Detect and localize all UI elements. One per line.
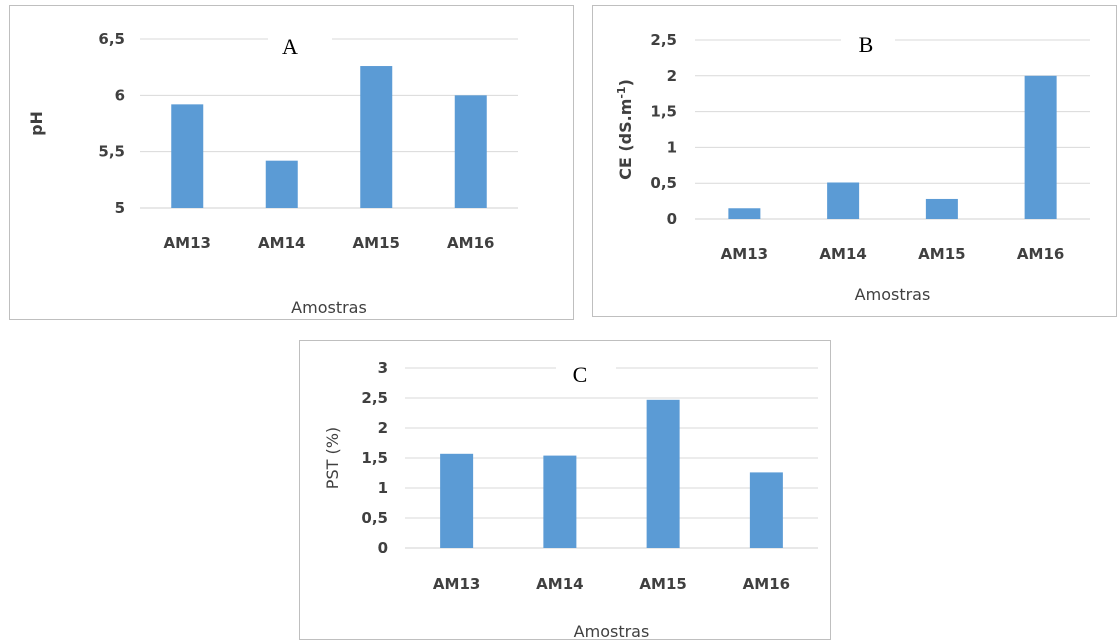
- bar-am13: [171, 104, 204, 208]
- panel-letter: C: [573, 362, 588, 387]
- y-tick-label: 5,5: [98, 143, 125, 161]
- y-tick-label: 6: [115, 86, 125, 104]
- y-tick-label: 3: [378, 359, 388, 377]
- bar-am16: [1024, 75, 1057, 219]
- chart-panel-b: 0 0,5 1 1,5 2 2,5 AM13 AM14 AM15 AM16 Amostras CE (…: [592, 5, 1117, 317]
- y-tick-label: 5: [115, 199, 125, 217]
- bar-am13: [440, 453, 474, 548]
- x-axis-title: Amostras: [291, 298, 367, 317]
- x-tick-label: AM15: [353, 234, 400, 252]
- y-tick-label: 2: [378, 419, 388, 437]
- chart-a-svg: 5 5,5 6 6,5 AM13 AM14 AM15 AM16 Amostras pH A: [27, 30, 518, 317]
- y-tick-label: 1: [667, 138, 677, 156]
- chart-panel-a: 5 5,5 6 6,5 AM13 AM14 AM15 AM16 Amostras pH A: [9, 5, 574, 320]
- y-tick-label: 0,5: [361, 509, 388, 527]
- x-tick-label: AM15: [918, 245, 965, 263]
- x-tick-label: AM14: [258, 234, 305, 252]
- x-tick-label: AM15: [639, 575, 686, 593]
- panel-letter: A: [282, 34, 298, 59]
- y-tick-label: 0: [667, 210, 677, 228]
- x-tick-label: AM16: [743, 575, 790, 593]
- x-tick-label: AM16: [1017, 245, 1064, 263]
- y-axis-title-superscript: -1: [615, 86, 628, 98]
- chart-panel-c: 0 0,5 1 1,5 2 2,5 3 AM13 AM14 AM15 AM16 Amostras PST…: [299, 340, 831, 641]
- bar-am16: [454, 95, 487, 208]
- x-tick-label: AM14: [536, 575, 583, 593]
- y-tick-label: 2,5: [650, 31, 677, 49]
- y-axis-title: CE (dS.m-1): [615, 79, 636, 180]
- y-axis-title: PST (%): [323, 427, 342, 489]
- bar-am16: [749, 472, 783, 548]
- y-tick-label: 2,5: [361, 389, 388, 407]
- x-axis-title: Amostras: [855, 285, 931, 304]
- x-tick-label: AM13: [433, 575, 480, 593]
- x-axis-title: Amostras: [574, 622, 650, 641]
- chart-c-svg: 0 0,5 1 1,5 2 2,5 3 AM13 AM14 AM15 AM16 Amostras PST…: [323, 359, 818, 641]
- chart-b-svg: 0 0,5 1 1,5 2 2,5 AM13 AM14 AM15 AM16 Amostras CE (…: [615, 31, 1090, 304]
- y-tick-label: 1,5: [650, 103, 677, 121]
- x-tick-label: AM13: [721, 245, 768, 263]
- y-tick-label: 1: [378, 479, 388, 497]
- y-tick-label: 6,5: [98, 30, 125, 48]
- bar-am15: [925, 198, 958, 219]
- y-tick-label: 2: [667, 67, 677, 85]
- x-tick-label: AM14: [819, 245, 866, 263]
- y-axis-title-tail: ): [616, 79, 635, 86]
- y-tick-label: 0,5: [650, 174, 677, 192]
- y-tick-label: 1,5: [361, 449, 388, 467]
- x-tick-label: AM13: [164, 234, 211, 252]
- y-tick-label: 0: [378, 539, 388, 557]
- bar-am14: [543, 455, 577, 548]
- panel-letter: B: [859, 32, 874, 57]
- x-tick-label: AM16: [447, 234, 494, 252]
- bar-am14: [265, 160, 298, 208]
- bar-am13: [728, 208, 761, 219]
- bar-am15: [360, 66, 393, 208]
- y-axis-title: pH: [27, 111, 46, 136]
- bar-am14: [827, 182, 860, 219]
- bar-am15: [646, 399, 680, 548]
